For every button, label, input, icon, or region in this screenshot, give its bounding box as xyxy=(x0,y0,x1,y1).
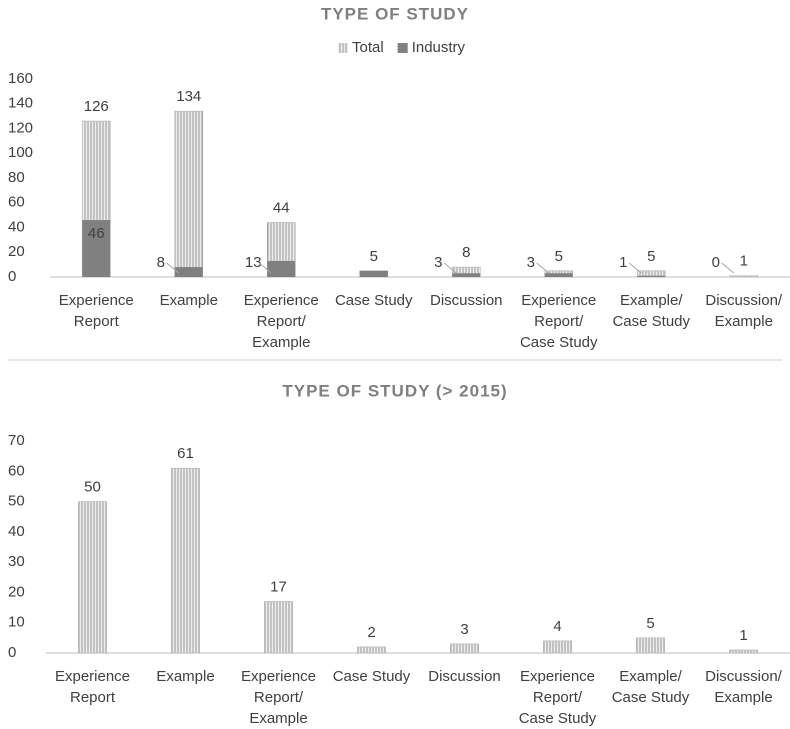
chart-title: TYPE OF STUDY (> 2015) xyxy=(282,381,507,400)
bar xyxy=(450,643,479,654)
value-label: 5 xyxy=(555,248,563,265)
bar xyxy=(636,637,665,654)
y-tick-label: 20 xyxy=(8,243,25,260)
y-tick-label: 120 xyxy=(8,119,33,136)
x-tick-label: Example/ Case Study xyxy=(612,292,691,330)
value-label: 1 xyxy=(739,627,747,644)
bar xyxy=(543,640,572,654)
bar xyxy=(78,501,107,654)
value-label: 8 xyxy=(462,244,470,261)
bar xyxy=(452,273,481,277)
x-tick-label: Case Study xyxy=(334,292,413,309)
y-tick-label: 140 xyxy=(8,95,33,112)
x-tick-label: Experience Report/ Case Study xyxy=(519,292,598,351)
value-label: 126 xyxy=(84,98,109,115)
value-label: 3 xyxy=(527,254,535,271)
x-tick-label: Example xyxy=(159,292,218,309)
legend-label: Total xyxy=(352,39,384,56)
bar xyxy=(359,270,388,277)
y-tick-label: 40 xyxy=(8,218,25,235)
y-tick-label: 20 xyxy=(8,583,25,600)
chart-title: TYPE OF STUDY xyxy=(321,4,469,23)
bar xyxy=(82,220,111,277)
x-tick-label: Experience Report/ Example xyxy=(243,292,319,351)
value-label: 61 xyxy=(177,445,194,462)
y-tick-label: 10 xyxy=(8,614,25,631)
bar xyxy=(729,649,758,654)
y-tick-label: 60 xyxy=(8,462,25,479)
value-label: 44 xyxy=(273,200,290,217)
y-tick-label: 0 xyxy=(8,644,16,661)
bar xyxy=(637,275,666,277)
x-tick-label: Experience Report/ Example xyxy=(240,668,317,727)
x-tick-label: Discussion xyxy=(429,292,503,309)
value-label: 1 xyxy=(619,254,627,271)
value-label: 134 xyxy=(176,88,201,105)
value-label: 3 xyxy=(460,621,468,638)
value-label: 5 xyxy=(646,615,654,632)
legend-swatch xyxy=(338,43,348,53)
y-tick-label: 100 xyxy=(8,144,33,161)
value-label: 2 xyxy=(367,624,375,641)
bar xyxy=(174,267,203,277)
y-tick-label: 50 xyxy=(8,493,25,510)
x-tick-label: Example xyxy=(156,668,215,685)
leader-line xyxy=(628,262,642,274)
legend-label: Industry xyxy=(412,39,466,56)
value-label: 1 xyxy=(740,253,748,270)
value-label: 5 xyxy=(370,248,378,265)
y-tick-label: 30 xyxy=(8,553,25,570)
y-tick-label: 160 xyxy=(8,70,33,87)
leader-line xyxy=(721,262,735,274)
bar xyxy=(264,601,293,654)
x-tick-label: Discussion/ Example xyxy=(705,292,783,330)
y-tick-label: 0 xyxy=(8,268,16,285)
y-tick-label: 60 xyxy=(8,194,25,211)
value-label: 13 xyxy=(245,254,262,271)
y-tick-label: 80 xyxy=(8,169,25,186)
x-tick-label: Discussion/ Example xyxy=(705,668,782,706)
value-label: 0 xyxy=(712,254,720,271)
x-tick-label: Experience Report/ Case Study xyxy=(518,668,597,727)
y-tick-label: 70 xyxy=(8,432,25,449)
bar xyxy=(267,260,296,277)
legend-swatch xyxy=(397,43,408,53)
bar xyxy=(174,110,204,278)
value-label: 4 xyxy=(553,618,561,635)
value-label: 8 xyxy=(157,254,165,271)
value-label: 3 xyxy=(434,254,442,271)
leader-line xyxy=(536,262,550,274)
leader-line xyxy=(258,262,272,274)
x-tick-label: Case Study xyxy=(332,668,411,685)
bar xyxy=(357,646,386,654)
value-label: 50 xyxy=(84,479,101,496)
value-label: 5 xyxy=(647,248,655,265)
y-tick-label: 40 xyxy=(8,523,25,540)
x-tick-label: Experience Report xyxy=(58,292,134,330)
bar xyxy=(171,467,200,654)
leader-line xyxy=(166,262,180,274)
leader-line xyxy=(443,262,457,274)
x-tick-label: Experience Report xyxy=(54,668,131,706)
bar xyxy=(729,275,759,278)
value-label: 46 xyxy=(88,225,105,242)
bar xyxy=(544,273,573,277)
x-tick-label: Example/ Case Study xyxy=(611,668,690,706)
x-tick-label: Discussion xyxy=(428,668,501,685)
value-label: 17 xyxy=(270,578,287,595)
